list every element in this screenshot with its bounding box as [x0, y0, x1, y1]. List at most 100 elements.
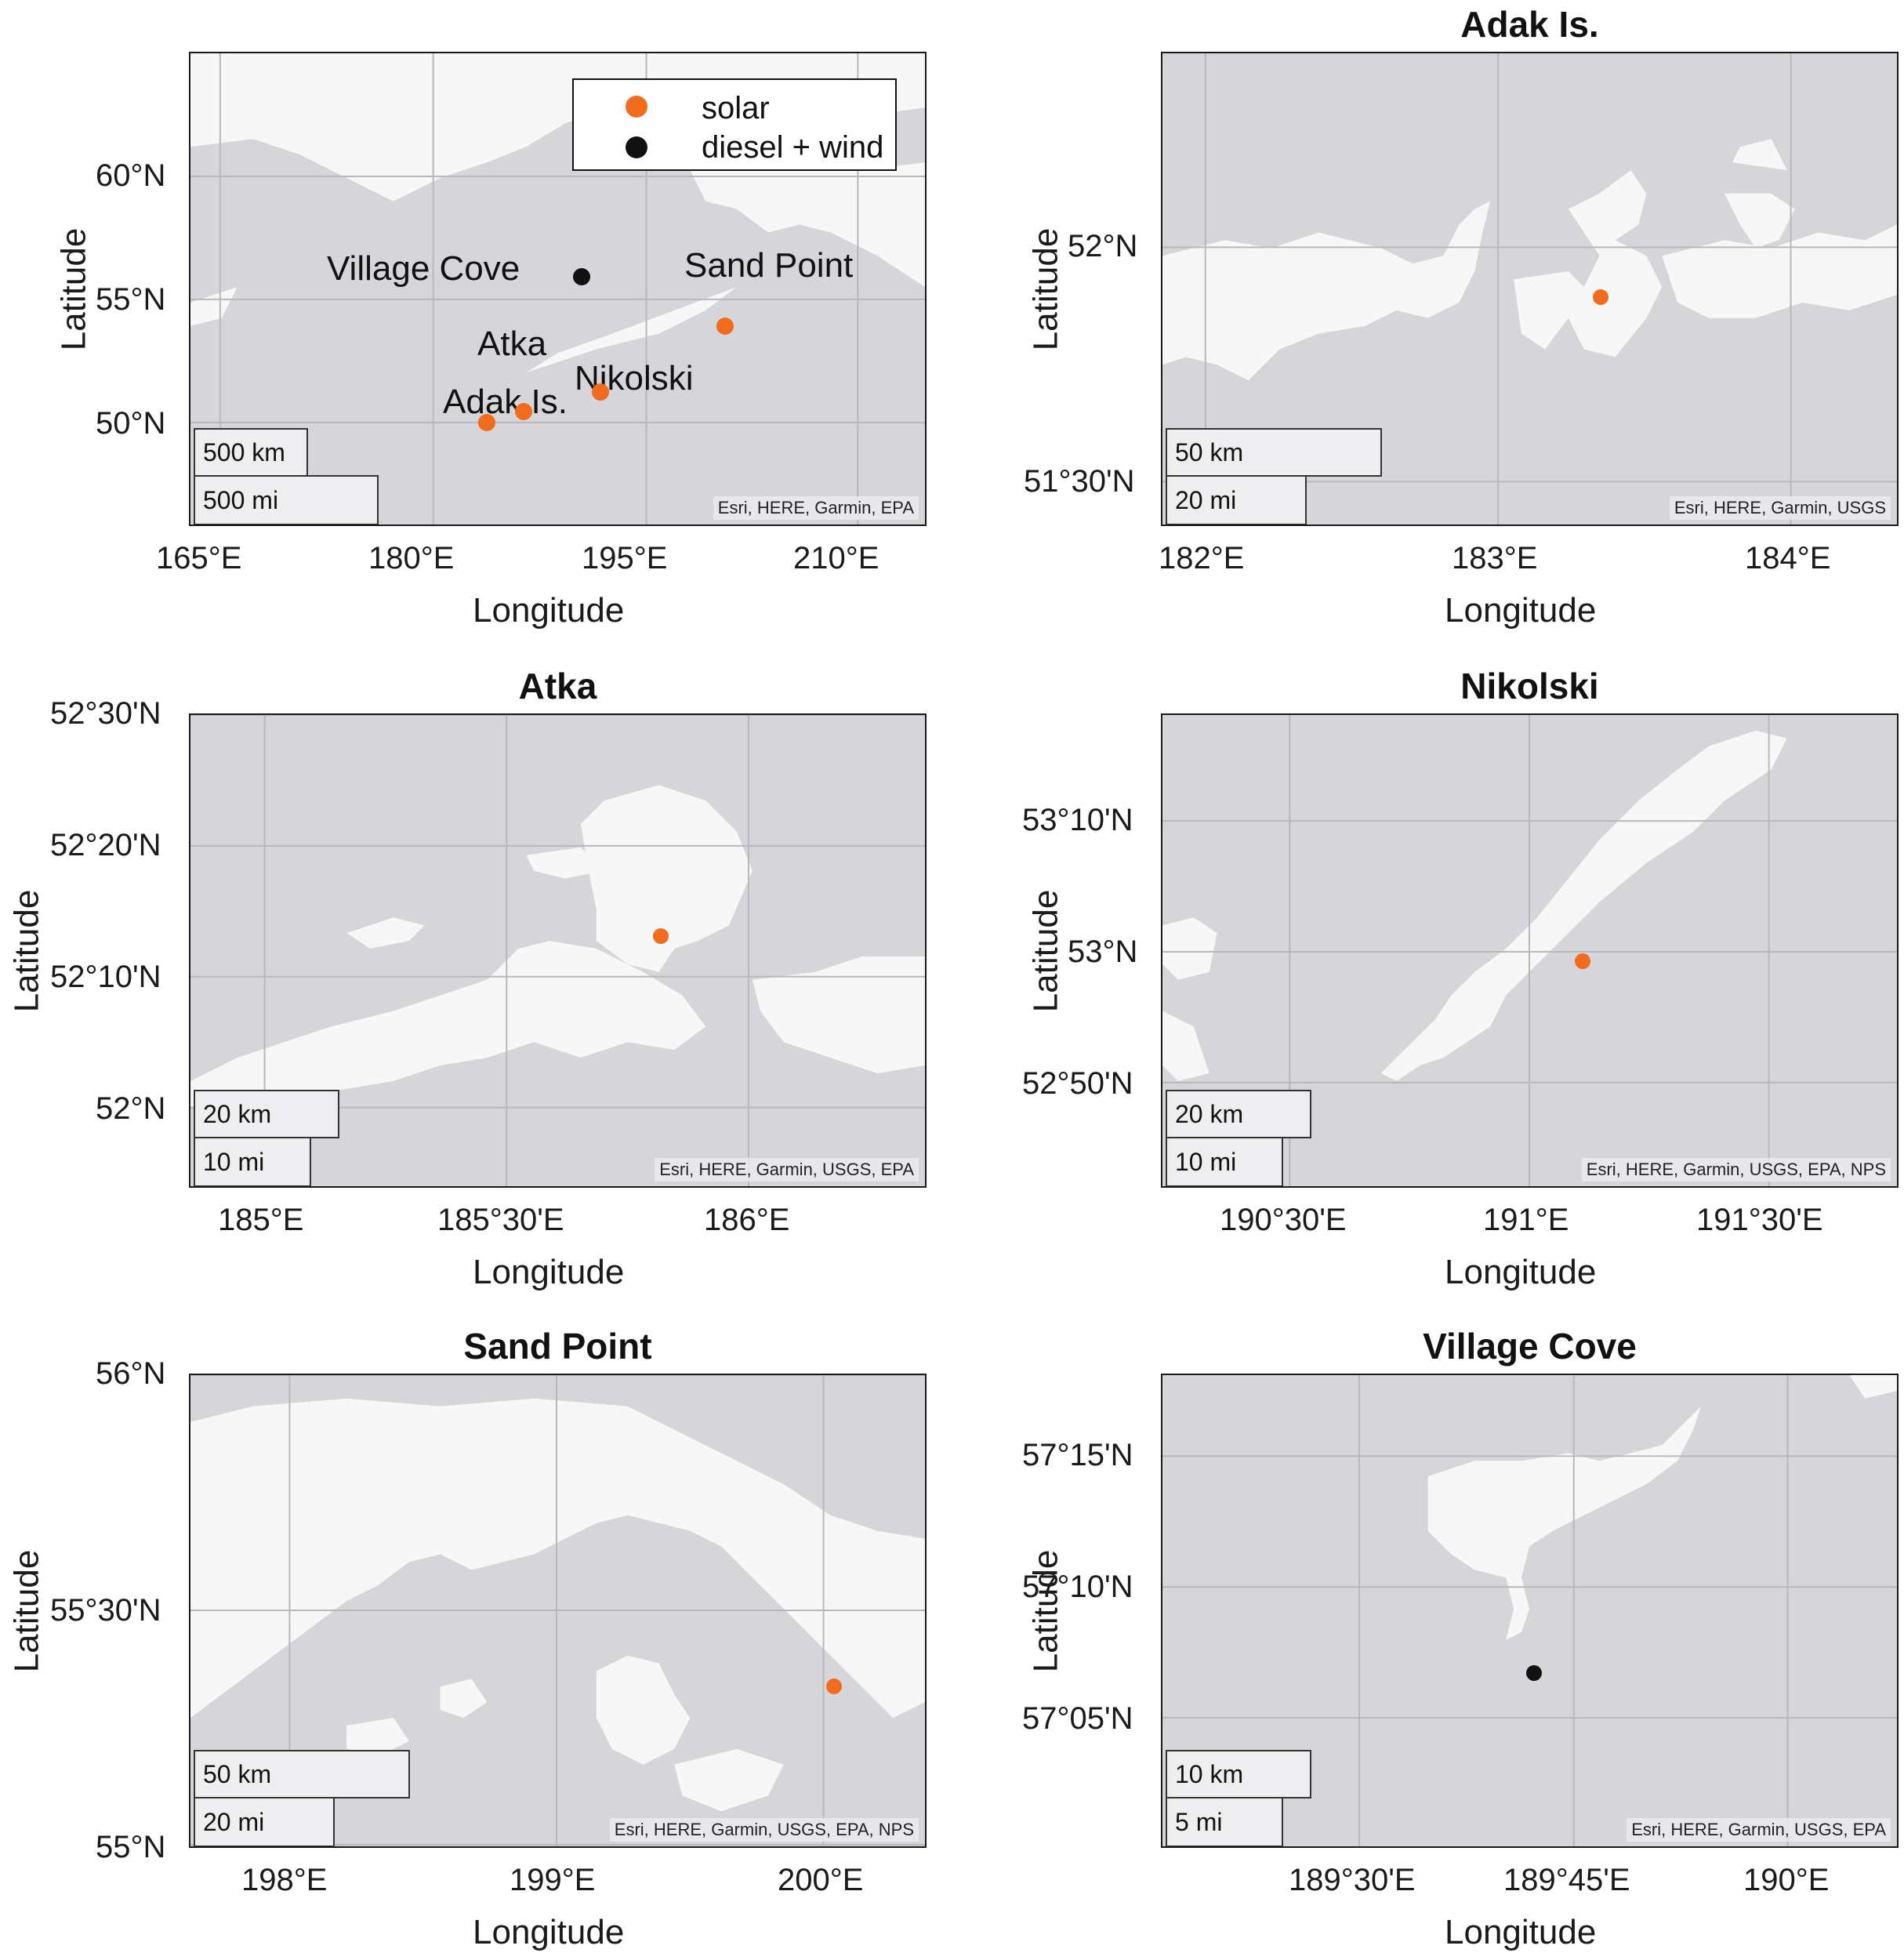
x-tick: 190°30'E	[1220, 1203, 1347, 1237]
y-tick: 52°20'N	[50, 828, 161, 862]
x-tick: 185°30'E	[437, 1203, 564, 1237]
scale-bar-km: 50 km	[194, 1750, 410, 1798]
basemap-adak	[1162, 53, 1897, 524]
solar-site-marker[interactable]	[825, 1678, 842, 1694]
y-axis-label: Latitude	[7, 1549, 46, 1673]
solar-site-marker[interactable]	[514, 402, 532, 420]
x-axis-label: Longitude	[1445, 1253, 1597, 1291]
diesel-wind-site-marker[interactable]	[573, 267, 591, 285]
y-tick: 55°N	[96, 1830, 166, 1864]
map-sandpoint[interactable]: 50 km 20 mi Esri, HERE, Garmin, USGS, EP…	[189, 1374, 927, 1848]
y-axis-label: Latitude	[7, 889, 46, 1013]
x-axis-label: Longitude	[1445, 1913, 1597, 1951]
scale-bar-mi: 20 mi	[194, 1797, 335, 1846]
label-village-cove: Village Cove	[327, 249, 520, 288]
y-tick: 57°10'N	[1022, 1570, 1133, 1604]
y-tick: 60°N	[96, 158, 166, 193]
x-tick: 180°E	[368, 541, 455, 575]
x-axis-label: Longitude	[473, 1913, 625, 1951]
scale-bar-km: 10 km	[1166, 1750, 1311, 1798]
panel-title: Nikolski	[1460, 666, 1599, 706]
x-tick: 190°E	[1743, 1863, 1830, 1897]
panel-title: Village Cove	[1423, 1326, 1637, 1367]
attribution: Esri, HERE, Garmin, USGS, EPA, NPS	[609, 1818, 919, 1842]
solar-site-marker[interactable]	[478, 413, 496, 431]
map-adak[interactable]: 50 km 20 mi Esri, HERE, Garmin, USGS	[1161, 52, 1899, 526]
solar-site-marker[interactable]	[1593, 289, 1609, 305]
y-tick: 52°N	[96, 1091, 166, 1126]
label-atka: Atka	[477, 325, 547, 363]
legend-solar-label: solar	[702, 91, 770, 125]
panel-title: Adak Is.	[1460, 4, 1599, 45]
attribution: Esri, HERE, Garmin, USGS	[1669, 496, 1891, 520]
x-tick: 198°E	[241, 1863, 328, 1897]
x-tick: 191°30'E	[1696, 1203, 1823, 1237]
label-sand-point: Sand Point	[684, 246, 854, 285]
y-tick: 53°10'N	[1022, 803, 1133, 837]
x-tick: 200°E	[778, 1863, 864, 1897]
scale-bar-km: 20 km	[194, 1090, 339, 1138]
x-axis-label: Longitude	[473, 591, 625, 630]
y-tick: 53°N	[1068, 935, 1138, 969]
x-tick: 195°E	[582, 541, 668, 575]
map-overview[interactable]: solar diesel + wind Village Cove Sand Po…	[189, 52, 927, 526]
y-axis-label: Latitude	[1026, 889, 1065, 1013]
attribution: Esri, HERE, Garmin, USGS, EPA	[655, 1158, 919, 1181]
legend-solar-marker	[626, 96, 647, 118]
y-tick: 52°30'N	[50, 696, 161, 731]
scale-bar-km: 20 km	[1166, 1090, 1311, 1138]
scale-bar-km: 50 km	[1166, 428, 1382, 477]
solar-site-marker[interactable]	[1575, 953, 1591, 969]
basemap-atka	[190, 715, 925, 1186]
y-tick: 55°30'N	[50, 1593, 161, 1628]
x-tick: 183°E	[1452, 541, 1538, 575]
y-tick: 52°N	[1068, 229, 1138, 263]
y-axis-label: Latitude	[1026, 227, 1065, 351]
y-tick: 50°N	[96, 406, 166, 441]
legend-diesel-label: diesel + wind	[702, 130, 884, 165]
attribution: Esri, HERE, Garmin, EPA	[713, 496, 919, 520]
legend-diesel-marker	[626, 136, 647, 158]
x-tick: 186°E	[704, 1203, 790, 1237]
solar-site-marker[interactable]	[592, 383, 610, 401]
x-axis-label: Longitude	[473, 1253, 625, 1291]
panel-title: Atka	[518, 666, 597, 706]
scale-bar-mi: 20 mi	[1166, 475, 1307, 524]
map-legend: solar diesel + wind	[572, 78, 897, 171]
label-adak: Adak Is.	[443, 383, 568, 421]
y-tick: 52°50'N	[1022, 1066, 1133, 1101]
x-axis-label: Longitude	[1445, 591, 1597, 630]
scale-bar-mi: 500 mi	[194, 475, 379, 524]
scale-bar-mi: 10 mi	[194, 1137, 311, 1186]
attribution: Esri, HERE, Garmin, USGS, EPA	[1627, 1818, 1891, 1842]
y-axis-label: Latitude	[54, 227, 93, 351]
scale-bar-mi: 10 mi	[1166, 1137, 1283, 1186]
attribution: Esri, HERE, Garmin, USGS, EPA, NPS	[1581, 1158, 1891, 1181]
y-tick: 56°N	[96, 1356, 166, 1391]
x-tick: 189°30'E	[1289, 1863, 1416, 1897]
map-villagecove[interactable]: 10 km 5 mi Esri, HERE, Garmin, USGS, EPA	[1161, 1374, 1899, 1848]
scale-bar-km: 500 km	[194, 428, 308, 477]
x-tick: 165°E	[156, 541, 242, 575]
x-tick: 191°E	[1483, 1203, 1569, 1237]
scale-bar-mi: 5 mi	[1166, 1797, 1283, 1846]
y-tick: 52°10'N	[50, 960, 161, 994]
x-tick: 184°E	[1745, 541, 1831, 575]
solar-site-marker[interactable]	[653, 928, 669, 945]
x-tick: 182°E	[1159, 541, 1245, 575]
x-tick: 185°E	[218, 1203, 304, 1237]
panel-title: Sand Point	[463, 1326, 652, 1367]
y-tick: 55°N	[96, 282, 166, 317]
solar-site-marker[interactable]	[716, 317, 734, 335]
y-axis-label: Latitude	[1026, 1549, 1065, 1673]
y-tick: 51°30'N	[1024, 464, 1135, 499]
y-tick: 57°05'N	[1022, 1701, 1133, 1736]
x-tick: 189°45'E	[1503, 1863, 1630, 1897]
diesel-wind-site-marker[interactable]	[1525, 1664, 1542, 1681]
map-atka[interactable]: 20 km 10 mi Esri, HERE, Garmin, USGS, EP…	[189, 713, 927, 1188]
basemap-villagecove	[1162, 1375, 1897, 1846]
map-nikolski[interactable]: 20 km 10 mi Esri, HERE, Garmin, USGS, EP…	[1161, 713, 1899, 1188]
x-tick: 210°E	[793, 541, 879, 575]
y-tick: 57°15'N	[1022, 1438, 1133, 1472]
